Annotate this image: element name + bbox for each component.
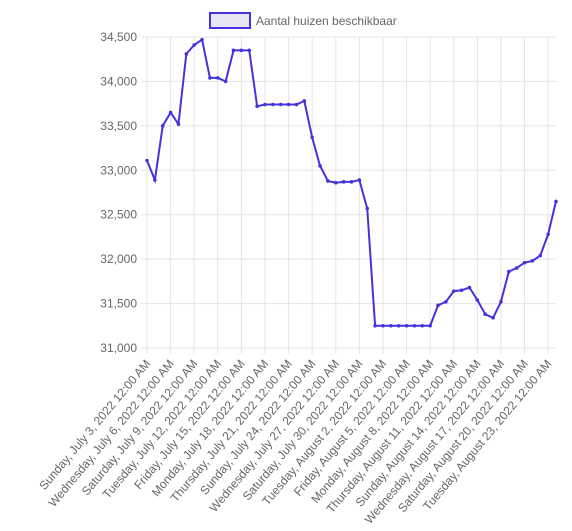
series-points	[145, 37, 558, 328]
data-point	[255, 104, 259, 109]
data-point	[278, 102, 283, 107]
legend-label: Aantal huizen beschikbaar	[256, 14, 397, 28]
data-point	[507, 269, 511, 274]
x-axis-ticks: Sunday, July 3, 2022 12:00 AMWednesday, …	[36, 357, 554, 527]
data-point	[428, 323, 432, 328]
data-point	[215, 76, 220, 80]
data-point	[389, 323, 393, 328]
data-point	[357, 178, 362, 182]
data-point	[365, 206, 370, 211]
data-point	[184, 52, 189, 56]
data-point	[459, 288, 464, 293]
data-point	[538, 253, 543, 258]
data-point	[396, 323, 401, 328]
data-point	[483, 312, 488, 317]
data-point	[475, 298, 480, 302]
data-point	[514, 266, 519, 270]
data-point	[326, 179, 330, 183]
data-point	[467, 285, 472, 290]
y-tick-label: 33,000	[100, 163, 137, 177]
data-point	[286, 102, 291, 107]
data-point	[223, 79, 228, 84]
data-point	[499, 299, 503, 304]
y-axis-ticks: 34,500 34,000 33,500 33,000 32,500 32,000 31,5…	[100, 30, 137, 355]
data-point	[271, 102, 275, 107]
y-tick-label: 31,500	[100, 297, 137, 311]
grid	[141, 36, 556, 354]
data-point	[554, 199, 558, 204]
data-point	[412, 323, 417, 328]
data-point	[381, 323, 385, 328]
data-point	[420, 323, 425, 328]
data-point	[530, 259, 535, 263]
data-point	[263, 102, 267, 107]
data-point	[491, 315, 495, 320]
legend[interactable]: Aantal huizen beschikbaar	[209, 12, 397, 29]
data-point	[160, 124, 165, 128]
data-point	[318, 164, 322, 168]
data-point	[231, 48, 236, 53]
data-point	[404, 323, 409, 328]
y-tick-label: 32,500	[100, 208, 137, 222]
data-point	[302, 99, 307, 103]
data-point	[333, 180, 338, 185]
data-point	[208, 76, 212, 80]
data-point	[373, 323, 377, 328]
y-tick-label: 34,000	[100, 74, 137, 88]
data-point	[310, 135, 314, 140]
data-point	[200, 37, 204, 42]
data-point	[341, 180, 346, 184]
data-point	[444, 299, 448, 304]
data-point	[145, 158, 149, 163]
y-tick-label: 32,000	[100, 252, 137, 266]
data-point	[153, 178, 157, 182]
data-point	[247, 48, 252, 53]
data-point	[451, 289, 456, 293]
data-point	[176, 122, 181, 126]
y-tick-label: 33,500	[100, 119, 137, 133]
data-point	[436, 303, 440, 308]
data-point	[168, 110, 173, 115]
y-tick-label: 34,500	[100, 30, 137, 44]
data-point	[192, 43, 196, 47]
y-tick-label: 31,000	[100, 341, 137, 355]
data-point	[522, 260, 527, 265]
data-point	[546, 232, 550, 237]
legend-swatch	[209, 12, 251, 29]
data-point	[239, 48, 244, 53]
data-point	[349, 180, 354, 184]
data-point	[294, 102, 299, 107]
